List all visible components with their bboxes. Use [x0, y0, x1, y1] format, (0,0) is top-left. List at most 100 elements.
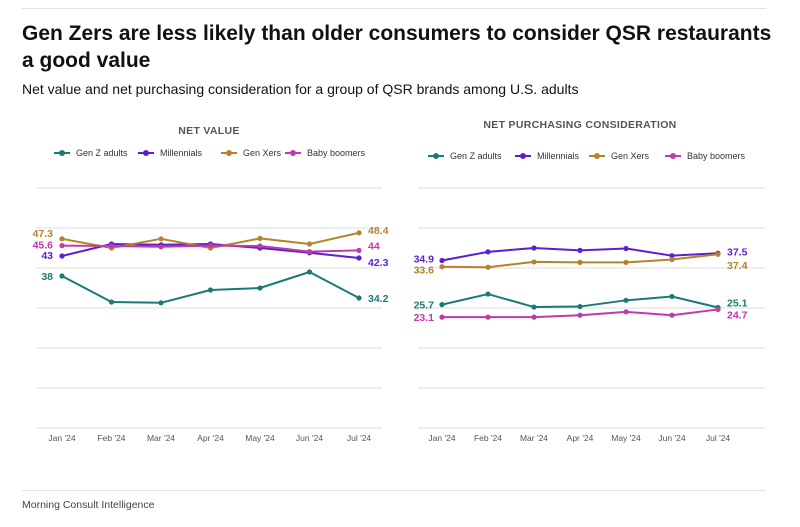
chart-0-x-tick-6: Jul '24	[347, 433, 372, 443]
chart-0-series-3-point-2	[158, 244, 164, 250]
chart-1-series-1-point-3	[577, 247, 583, 253]
chart-0-series-2-point-4	[257, 235, 263, 241]
page-title: Gen Zers are less likely than older cons…	[22, 22, 772, 72]
top-divider	[22, 8, 766, 9]
chart-1-series-3-point-0	[439, 314, 445, 320]
chart-1-series-2-point-3	[577, 259, 583, 265]
chart-0-series-2-point-5	[306, 241, 313, 247]
chart-0-series-2-point-2	[158, 236, 164, 242]
chart-0-series-3-start-label: 45.6	[33, 240, 54, 252]
chart-0-series-3-point-6	[356, 247, 362, 253]
chart-1-series-0-point-0	[439, 302, 445, 308]
chart-1-x-tick-5: Jun '24	[658, 433, 685, 443]
chart-0-series-0-point-5	[306, 269, 313, 275]
chart-1-x-tick-2: Mar '24	[520, 433, 548, 443]
chart-1-legend-marker-2	[594, 153, 600, 159]
chart-1-x-tick-4: May '24	[611, 433, 641, 443]
chart-1-series-0-point-3	[577, 303, 583, 310]
chart-0-series-0-point-3	[207, 287, 214, 293]
chart-0-legend-label-2: Gen Xers	[243, 148, 282, 158]
chart-0-series-0-point-6	[356, 295, 362, 301]
chart-1-series-0-point-5	[669, 293, 675, 300]
chart-0-series-2-end-label: 48.4	[368, 225, 389, 237]
chart-0-series-3-end-label: 44	[368, 240, 380, 252]
chart-0-series-1-end-label: 42.3	[368, 257, 389, 269]
chart-0-series-3-point-0	[59, 243, 65, 249]
chart-1-legend-marker-0	[433, 153, 439, 159]
chart-0-series-0-point-2	[158, 300, 164, 306]
chart-1-x-tick-3: Apr '24	[567, 433, 594, 443]
chart-0-series-2-start-label: 47.3	[33, 228, 54, 240]
chart-1-series-2-end-label: 37.4	[727, 260, 748, 272]
chart-0-series-3-point-5	[306, 249, 313, 255]
chart-1-series-3-point-6	[715, 306, 721, 313]
chart-1-x-tick-0: Jan '24	[428, 433, 455, 443]
chart-1-series-3-end-label: 24.7	[727, 309, 748, 321]
chart-0-series-0-point-4	[257, 285, 263, 291]
chart-1-series-2-point-5	[669, 256, 675, 263]
chart-0-title: NET VALUE	[178, 125, 239, 137]
chart-1-legend-marker-1	[520, 153, 526, 159]
chart-1-series-0-point-2	[531, 304, 537, 310]
chart-1-legend-label-3: Baby boomers	[687, 151, 746, 161]
chart-0-x-tick-3: Apr '24	[197, 433, 224, 443]
chart-1-legend-label-2: Gen Xers	[611, 151, 650, 161]
chart-1-series-3-point-4	[623, 309, 629, 315]
chart-0-x-tick-0: Jan '24	[48, 433, 75, 443]
bottom-divider	[22, 490, 766, 491]
chart-1-series-1-point-2	[531, 245, 537, 251]
chart-1-x-tick-6: Jul '24	[706, 433, 731, 443]
chart-1-series-2-point-6	[715, 251, 721, 257]
chart-1-series-3-point-2	[531, 314, 537, 320]
chart-0-series-2-point-0	[59, 236, 65, 242]
chart-0-series-2-point-6	[356, 230, 362, 236]
chart-1-series-1-point-0	[439, 257, 445, 264]
chart-1-series-2-point-4	[623, 259, 629, 265]
chart-1-series-2-point-1	[485, 264, 491, 270]
chart-1-legend-label-1: Millennials	[537, 151, 580, 161]
chart-1-series-0-start-label: 25.7	[414, 300, 435, 312]
chart-0-legend-marker-2	[226, 150, 232, 156]
chart-0-series-3-point-4	[257, 243, 263, 249]
chart-1-series-0-point-1	[485, 291, 491, 297]
chart-1-series-3-point-1	[485, 314, 491, 320]
chart-0-legend-label-0: Gen Z adults	[76, 148, 128, 158]
chart-1-series-0-point-4	[623, 297, 629, 303]
chart-1-x-tick-1: Feb '24	[474, 433, 502, 443]
chart-0-series-line-0	[61, 271, 360, 304]
chart-0-series-3-point-1	[108, 243, 115, 249]
chart-1-series-3-start-label: 23.1	[414, 312, 435, 324]
chart-1-title: NET PURCHASING CONSIDERATION	[483, 119, 676, 131]
chart-1-series-0-end-label: 25.1	[727, 298, 748, 310]
chart-1-series-3-point-5	[669, 312, 675, 318]
chart-1-series-1-start-label: 34.9	[414, 253, 435, 265]
chart-1-series-1-end-label: 37.5	[727, 246, 748, 258]
chart-1-series-1-point-5	[669, 253, 675, 259]
chart-0-x-tick-1: Feb '24	[97, 433, 125, 443]
chart-1-series-1-point-1	[485, 249, 491, 255]
chart-1-series-2-point-2	[531, 259, 537, 265]
chart-0-series-1-point-0	[59, 253, 65, 259]
chart-1-series-2-point-0	[439, 264, 445, 270]
chart-0-x-tick-4: May '24	[245, 433, 275, 443]
chart-0-series-0-point-0	[59, 273, 65, 279]
page-subtitle: Net value and net purchasing considerati…	[22, 81, 579, 97]
chart-0-series-1-point-6	[356, 255, 362, 261]
source-note: Morning Consult Intelligence	[22, 499, 155, 511]
chart-1-legend-label-0: Gen Z adults	[450, 151, 502, 161]
chart-0-series-1-start-label: 43	[41, 250, 53, 262]
chart-0-series-0-point-1	[108, 299, 115, 305]
chart-0-legend-marker-3	[290, 150, 296, 156]
chart-0-series-0-end-label: 34.2	[368, 293, 389, 305]
chart-0-x-tick-5: Jun '24	[296, 433, 323, 443]
chart-1-series-2-start-label: 33.6	[414, 265, 435, 277]
chart-1-series-3-point-3	[577, 312, 583, 318]
chart-0-series-3-point-3	[207, 243, 214, 249]
chart-1-series-1-point-4	[623, 245, 629, 252]
chart-0-x-tick-2: Mar '24	[147, 433, 175, 443]
chart-1-legend-marker-3	[670, 153, 676, 159]
chart-0-series-0-start-label: 38	[41, 271, 53, 283]
chart-0-legend-marker-1	[143, 150, 149, 156]
chart-0-legend-marker-0	[59, 150, 65, 156]
